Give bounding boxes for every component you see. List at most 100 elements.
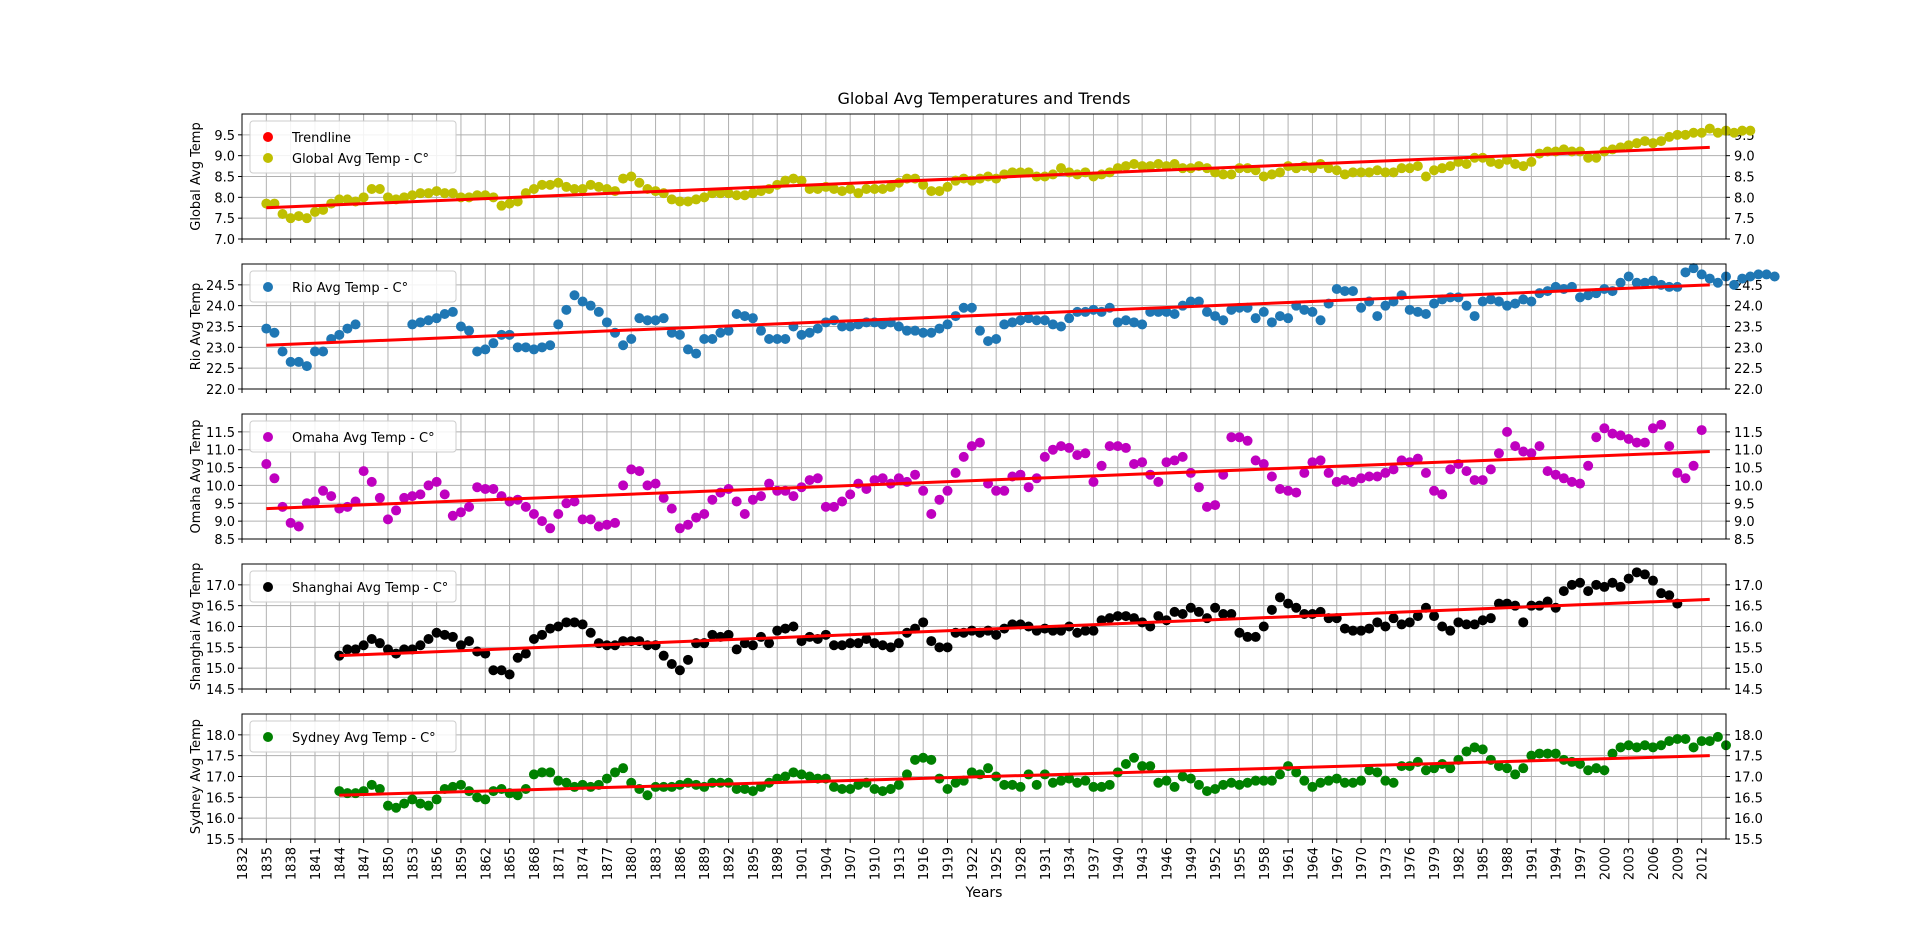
data-point (950, 777, 961, 788)
data-point (1331, 165, 1342, 176)
x-tick-label: 2003 (1623, 847, 1638, 880)
data-point (464, 325, 475, 336)
data-point (423, 188, 434, 199)
data-point (1591, 763, 1602, 774)
data-point (1631, 567, 1642, 578)
data-point (780, 623, 791, 634)
data-point (1518, 763, 1529, 774)
data-point (1493, 448, 1504, 459)
y-tick-label-left: 17.0 (206, 579, 235, 594)
data-point (1072, 777, 1083, 788)
data-point (1461, 619, 1472, 630)
legend-marker (263, 432, 273, 442)
data-point (1153, 611, 1164, 622)
data-point (561, 304, 572, 315)
data-point (1080, 775, 1091, 786)
data-point (610, 767, 621, 778)
y-tick-label-left: 9.0 (214, 150, 235, 165)
data-point (1064, 442, 1075, 453)
data-point (666, 659, 677, 669)
data-point (528, 184, 539, 194)
data-point (1729, 127, 1740, 138)
data-point (885, 181, 896, 192)
data-point (407, 491, 418, 502)
data-point (1477, 744, 1488, 755)
x-tick-label: 2000 (1598, 847, 1613, 880)
data-point (1226, 777, 1237, 788)
data-point (269, 473, 280, 484)
y-tick-label-right: 22.5 (1734, 362, 1763, 377)
y-tick-label-left: 14.5 (206, 683, 235, 698)
x-tick-label: 1958 (1258, 847, 1273, 880)
data-point (1420, 765, 1431, 776)
data-point (1347, 286, 1358, 297)
data-point (1007, 167, 1018, 178)
data-point (545, 767, 556, 778)
y-tick-label-left: 18.0 (206, 729, 235, 744)
data-point (699, 192, 710, 203)
data-point (1769, 271, 1780, 282)
data-point (1250, 631, 1261, 642)
data-point (1356, 625, 1367, 636)
data-point (788, 173, 799, 184)
y-tick-label-left: 9.5 (214, 497, 235, 512)
data-point (853, 638, 864, 649)
data-point (626, 334, 637, 344)
data-point (796, 175, 807, 186)
data-point (309, 346, 320, 357)
data-point (1169, 606, 1180, 617)
x-tick-label: 1877 (601, 847, 616, 880)
data-point (1534, 441, 1545, 452)
data-point (1096, 781, 1107, 792)
legend-marker (263, 132, 273, 142)
data-point (1226, 432, 1237, 443)
data-point (1331, 773, 1342, 784)
data-point (1485, 464, 1496, 475)
data-point (1510, 298, 1521, 309)
data-point (1104, 779, 1115, 790)
data-point (1761, 269, 1772, 280)
data-point (358, 466, 369, 477)
data-point (1526, 156, 1537, 167)
data-point (358, 192, 369, 203)
data-point (512, 342, 523, 353)
data-point (618, 480, 629, 491)
data-point (1696, 269, 1707, 280)
data-point (1104, 441, 1115, 452)
data-point (788, 767, 799, 778)
data-point (1234, 779, 1245, 790)
y-axis-label: Sydney Avg Temp (189, 719, 204, 834)
y-tick-label-right: 10.5 (1734, 462, 1763, 477)
data-point (472, 792, 483, 803)
data-point (1291, 767, 1302, 778)
data-point (853, 188, 864, 199)
data-point (1307, 781, 1318, 792)
y-tick-label-right: 16.5 (1734, 600, 1763, 615)
legend-label: Shanghai Avg Temp - C° (292, 581, 448, 596)
x-tick-label: 1871 (552, 847, 567, 880)
data-point (780, 334, 791, 344)
data-point (934, 186, 945, 197)
data-point (1185, 773, 1196, 784)
data-point (1526, 448, 1537, 459)
data-point (658, 492, 669, 503)
x-tick-label: 1886 (674, 847, 689, 880)
data-point (1274, 769, 1285, 780)
data-point (1307, 457, 1318, 468)
data-point (382, 192, 393, 203)
data-point (350, 319, 361, 330)
data-point (545, 340, 556, 351)
data-point (1477, 615, 1488, 626)
data-point (1753, 269, 1764, 280)
data-point (1429, 165, 1440, 176)
data-point (837, 496, 848, 507)
data-point (488, 665, 499, 676)
x-tick-label: 1982 (1452, 847, 1467, 880)
data-point (577, 514, 588, 525)
data-point (650, 478, 661, 489)
data-point (755, 491, 766, 502)
data-point (1704, 736, 1715, 747)
data-point (1274, 484, 1285, 494)
data-point (601, 519, 612, 530)
data-point (1648, 575, 1659, 586)
